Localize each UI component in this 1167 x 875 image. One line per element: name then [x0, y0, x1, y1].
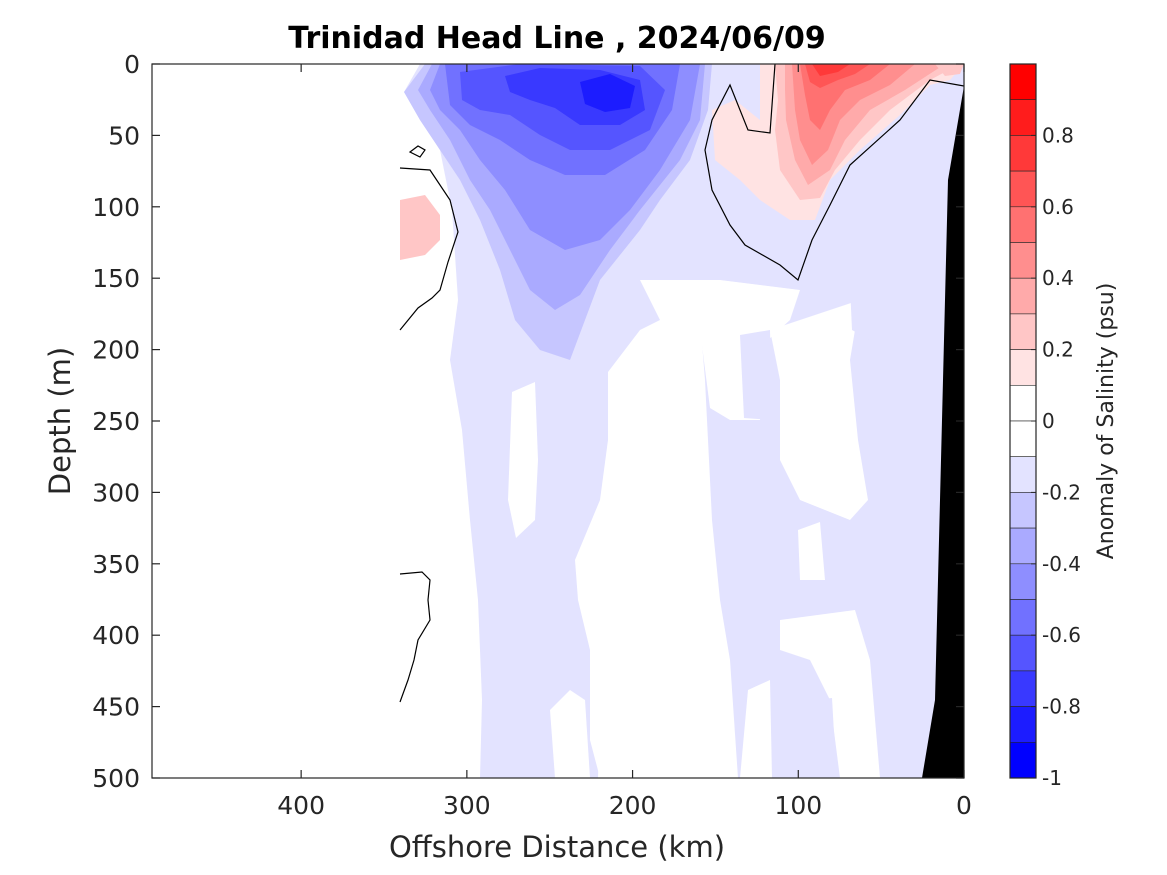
contour-band-neg01-spot3	[850, 270, 900, 340]
colorbar-swatch	[1009, 706, 1037, 743]
colorbar-swatch	[1009, 456, 1037, 493]
y-tick-label: 250	[92, 407, 140, 436]
colorbar-title: Anomaly of Salinity (psu)	[1094, 283, 1119, 560]
colorbar-swatch	[1009, 420, 1037, 458]
chart-title: Trinidad Head Line , 2024/06/09	[288, 21, 825, 56]
colorbar-swatch	[1009, 527, 1037, 565]
colorbar-swatch	[1009, 135, 1037, 172]
contour-band-pos09	[400, 195, 440, 260]
contour-band-zero-mid2	[575, 318, 738, 778]
colorbar-swatch	[1009, 99, 1037, 136]
contour-band-pos08	[935, 64, 964, 76]
x-tick-label: 400	[277, 791, 325, 820]
y-tick-label: 400	[92, 621, 140, 650]
colorbar-swatch	[1009, 63, 1037, 101]
x-axis-title: Offshore Distance (km)	[389, 830, 725, 864]
x-tick-label: 200	[609, 791, 657, 820]
colorbar-swatch	[1009, 741, 1037, 779]
contour-band-zero-south1	[550, 690, 590, 778]
colorbar-tick-label: -0.2	[1042, 480, 1081, 504]
y-tick-label: 200	[92, 336, 140, 365]
colorbar-swatch	[1009, 206, 1037, 243]
colorbar-swatch	[1009, 599, 1037, 636]
zero-contour-lines	[399, 64, 964, 703]
y-tick-label: 50	[108, 121, 140, 150]
contour-band-neg01-spot1	[740, 330, 772, 420]
colorbar-tick-label: 0.4	[1042, 266, 1074, 290]
colorbar-swatch	[1009, 242, 1037, 279]
colorbar-swatch	[1009, 313, 1037, 350]
colorbar-swatch	[1009, 492, 1037, 529]
zero-contour-line-east	[704, 64, 964, 282]
y-tick-label: 500	[92, 764, 140, 793]
colorbar-tick-label: -0.4	[1042, 552, 1081, 576]
bathymetry-fill	[922, 86, 964, 778]
colorbar-tick-label: -0.8	[1042, 695, 1081, 719]
y-tick-label: 100	[92, 193, 140, 222]
colorbar-swatch	[1009, 170, 1037, 208]
contour-band-zero-mid1	[508, 382, 538, 538]
x-tick-label: 100	[774, 791, 822, 820]
y-tick-label: 0	[124, 50, 140, 79]
colorbar-swatch	[1009, 384, 1037, 422]
zero-contour-line-west1	[399, 167, 459, 331]
y-tick-label: 350	[92, 550, 140, 579]
colorbar-tick-label: -0.6	[1042, 623, 1081, 647]
plot-area	[152, 64, 964, 778]
contour-band-zero-east2	[770, 300, 868, 520]
colorbar-tick-label: 0.6	[1042, 195, 1074, 219]
contour-band-neg01-spot2	[812, 698, 836, 770]
contour-band-zero-east5	[740, 680, 772, 778]
y-tick-label: 450	[92, 693, 140, 722]
colorbar-tick-label: 0.2	[1042, 338, 1074, 362]
zero-contour-line-west2	[408, 145, 426, 158]
y-tick-label: 150	[92, 264, 140, 293]
contour-band-zero-east3	[798, 522, 825, 580]
colorbar: 0.8 0.6 0.4 0.2 0 -0.2 -0.4 -0.6 -0.8 -1	[1009, 63, 1081, 790]
colorbar-swatch	[1009, 349, 1037, 386]
colorbar-swatch	[1009, 634, 1037, 672]
y-axis-title: Depth (m)	[43, 347, 77, 495]
x-axis: 400 300 200 100 0	[277, 64, 972, 820]
y-axis: 0 50 100 150 200 250 300 350 400 450 500	[92, 50, 964, 793]
colorbar-swatch	[1009, 563, 1037, 600]
contour-band-zero-east4	[780, 610, 880, 778]
zero-contour-line-west3	[399, 571, 431, 703]
x-tick-label: 0	[956, 791, 972, 820]
colorbar-tick-label: 0	[1042, 409, 1055, 433]
colorbar-swatch	[1009, 277, 1037, 315]
x-tick-label: 300	[443, 791, 491, 820]
colorbar-tick-label: -1	[1042, 766, 1062, 790]
y-tick-label: 300	[92, 478, 140, 507]
contour-band-pos07	[812, 64, 850, 76]
contour-band-zero-south2	[598, 705, 640, 778]
colorbar-swatch	[1009, 670, 1037, 707]
colorbar-tick-label: 0.8	[1042, 123, 1074, 147]
contour-band-neg08	[580, 74, 635, 112]
